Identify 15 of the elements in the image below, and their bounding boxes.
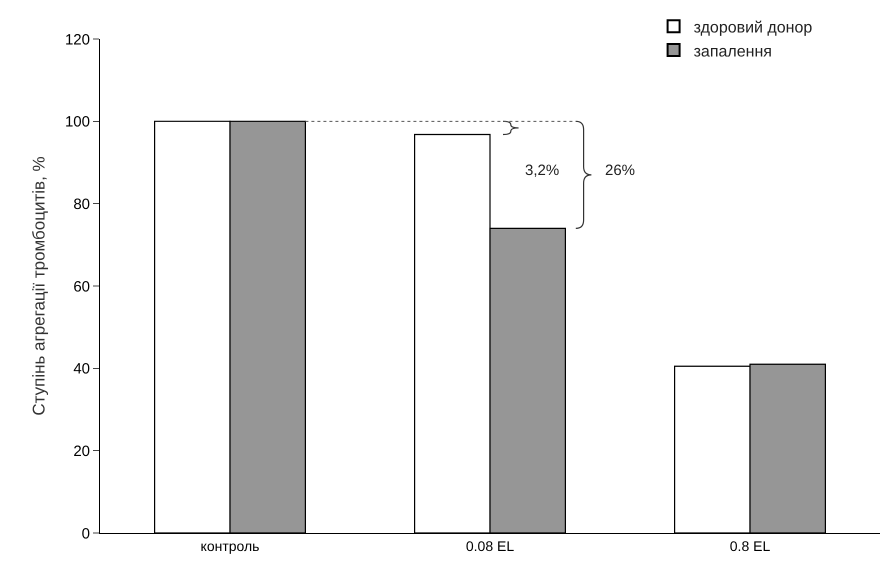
legend-label: запалення [694,43,772,60]
annotation: 3,2% [525,162,560,179]
y-tick-label: 80 [73,196,90,213]
y-axis-title: Ступінь агрегації тромбоцитів, % [30,156,49,416]
x-tick-label: 0.8 EL [730,538,770,554]
y-tick-label: 60 [73,278,90,296]
annotation: 26% [605,162,636,179]
y-tick-label: 40 [73,360,90,378]
y-tick-label: 120 [64,31,90,48]
legend-label: здоровий донор [694,20,812,36]
y-tick-label: 0 [82,525,90,542]
x-tick-label: контроль [200,538,260,554]
y-tick-label: 100 [64,114,90,131]
y-tick-label: 20 [73,442,90,460]
x-tick-label: 0.08 EL [466,538,514,554]
